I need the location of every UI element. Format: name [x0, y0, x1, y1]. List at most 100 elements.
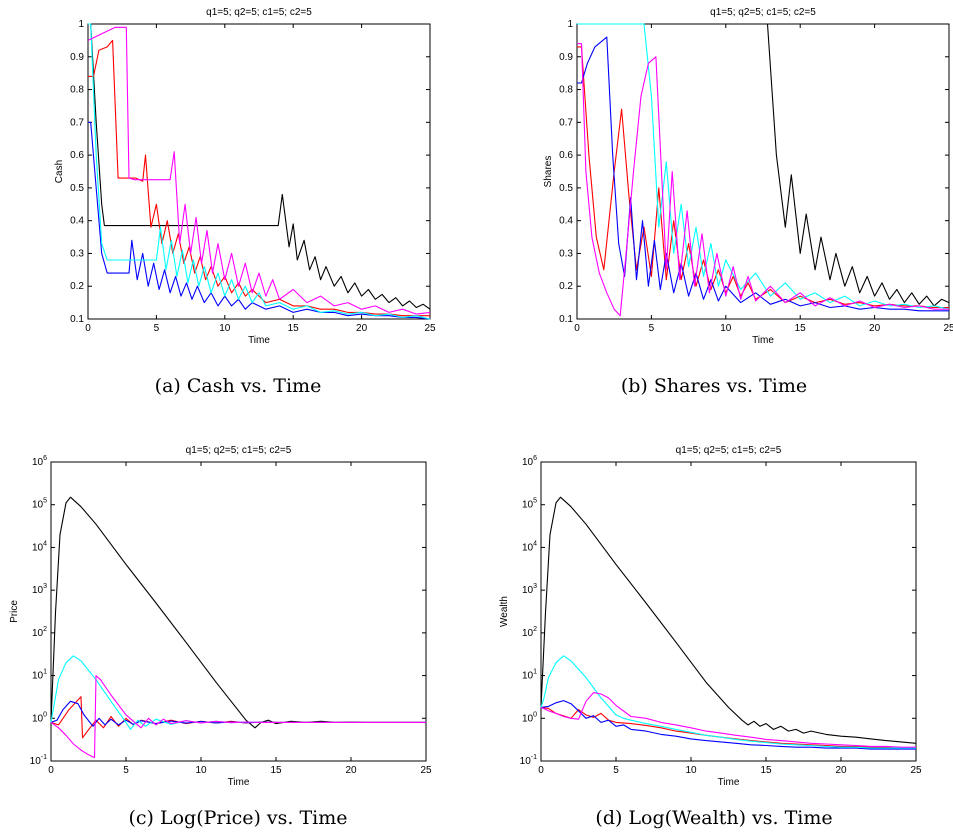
x-tick-label: 25 [910, 765, 922, 776]
caption-c: (c) Log(Price) vs. Time [128, 807, 348, 829]
y-tick-label: 0.4 [559, 216, 573, 227]
x-tick-label: 5 [613, 765, 619, 776]
x-axis-label: Time [248, 335, 270, 346]
y-tick-label: 0.2 [559, 281, 573, 292]
y-tick-label: 0.1 [559, 314, 573, 325]
plot-frame [50, 461, 427, 762]
y-tick-label: 104 [522, 540, 537, 553]
y-tick-label: 0.8 [559, 85, 573, 96]
x-tick-label: 10 [195, 765, 207, 776]
x-tick-label: 5 [649, 323, 655, 334]
y-tick-label: 1 [567, 19, 573, 30]
series-line-cyan [577, 23, 950, 310]
caption-d: (d) Log(Wealth) vs. Time [595, 807, 833, 829]
y-tick-label: 104 [32, 540, 47, 553]
chart-title: q1=5; q2=5; c1=5; c2=5 [710, 7, 816, 18]
y-tick-label: 0.9 [70, 52, 84, 63]
y-tick-label: 105 [32, 498, 47, 511]
x-tick-label: 15 [288, 323, 300, 334]
y-axis-label: Shares [543, 156, 554, 188]
y-tick-label: 0.9 [559, 52, 573, 63]
x-tick-label: 15 [795, 323, 807, 334]
series-line-red [88, 39, 430, 317]
series-line-blue [540, 700, 916, 750]
x-tick-label: 10 [720, 323, 732, 334]
series-line-cyan [540, 655, 916, 749]
x-tick-label: 15 [760, 765, 772, 776]
chart-title: q1=5; q2=5; c1=5; c2=5 [186, 445, 292, 456]
y-tick-label: 0.5 [70, 183, 84, 194]
y-tick-label: 0.2 [70, 281, 84, 292]
x-tick-label: 5 [123, 765, 129, 776]
x-tick-label: 25 [943, 323, 953, 334]
y-tick-label: 100 [32, 711, 47, 724]
chart-panel-wealth: q1=5; q2=5; c1=5; c2=5 0 5 10 15 20 25 10-1 100 1… [476, 438, 953, 788]
x-axis-label: Time [228, 777, 250, 788]
y-tick-label: 101 [32, 669, 47, 682]
chart-svg: q1=5; q2=5; c1=5; c2=5 0 5 10 15 20 25 0.1 0.2 0.… [54, 7, 436, 346]
x-tick-label: 20 [869, 323, 881, 334]
y-tick-label: 100 [522, 711, 537, 724]
y-tick-label: 103 [32, 583, 47, 596]
chart-svg: q1=5; q2=5; c1=5; c2=5 0 5 10 15 20 25 10-1 100 1… [499, 445, 922, 788]
x-tick-label: 0 [574, 323, 580, 334]
series-line-magenta [50, 675, 426, 759]
plot-frame [87, 23, 431, 320]
x-tick-label: 15 [270, 765, 282, 776]
series-line-black [88, 23, 431, 310]
chart-panel-cash: q1=5; q2=5; c1=5; c2=5 0 5 10 15 20 25 0.1 0.2 0.… [0, 0, 476, 346]
chart-svg: q1=5; q2=5; c1=5; c2=5 0 5 10 15 20 25 0.1 0.2 0.… [543, 7, 953, 346]
series-line-magenta [87, 26, 431, 315]
x-tick-label: 25 [420, 765, 432, 776]
y-tick-label: 102 [32, 626, 47, 639]
series-line-blue [577, 36, 949, 312]
chart-panel-price: q1=5; q2=5; c1=5; c2=5 0 5 10 15 20 25 10-1 100 1… [0, 438, 476, 788]
x-tick-label: 20 [356, 323, 368, 334]
y-tick-label: 0.6 [559, 150, 573, 161]
series-line-cyan [50, 655, 426, 730]
y-tick-label: 10-1 [30, 754, 47, 767]
y-tick-label: 106 [32, 455, 47, 468]
plot-frame [540, 461, 917, 762]
y-tick-label: 0.4 [70, 216, 84, 227]
series-line-black [577, 23, 950, 307]
y-tick-label: 0.3 [70, 248, 84, 259]
chart-svg: q1=5; q2=5; c1=5; c2=5 0 5 10 15 20 25 10-1 100 1… [9, 445, 432, 788]
x-tick-label: 0 [538, 765, 544, 776]
y-tick-label: 0.7 [70, 117, 84, 128]
y-tick-label: 0.7 [559, 117, 573, 128]
y-tick-label: 101 [522, 669, 537, 682]
y-tick-label: 0.8 [70, 85, 84, 96]
y-axis-label: Wealth [499, 596, 510, 627]
caption-b: (b) Shares vs. Time [620, 375, 808, 397]
series-line-blue [88, 121, 431, 320]
x-tick-label: 5 [154, 323, 160, 334]
y-tick-label: 10-1 [520, 754, 537, 767]
x-axis-label: Time [718, 777, 740, 788]
x-tick-label: 10 [685, 765, 697, 776]
y-tick-label: 106 [522, 455, 537, 468]
caption-a: (a) Cash vs. Time [154, 375, 322, 397]
chart-title: q1=5; q2=5; c1=5; c2=5 [206, 7, 312, 18]
chart-title: q1=5; q2=5; c1=5; c2=5 [676, 445, 782, 456]
series-line-red [50, 696, 426, 739]
y-tick-label: 105 [522, 498, 537, 511]
series-line-magenta [577, 43, 949, 317]
y-tick-label: 0.1 [70, 314, 84, 325]
x-tick-label: 20 [835, 765, 847, 776]
x-tick-label: 10 [219, 323, 231, 334]
y-tick-label: 1 [78, 19, 84, 30]
x-axis-label: Time [752, 335, 774, 346]
series-line-cyan [88, 23, 431, 320]
y-tick-label: 103 [522, 583, 537, 596]
series-line-red [540, 706, 916, 749]
x-tick-label: 25 [424, 323, 436, 334]
series-line-magenta [540, 692, 916, 748]
series-line-black [50, 496, 426, 729]
x-tick-label: 0 [48, 765, 54, 776]
y-tick-label: 0.3 [559, 248, 573, 259]
x-tick-label: 20 [345, 765, 357, 776]
y-tick-label: 102 [522, 626, 537, 639]
y-tick-label: 0.5 [559, 183, 573, 194]
series-line-red [577, 46, 949, 309]
